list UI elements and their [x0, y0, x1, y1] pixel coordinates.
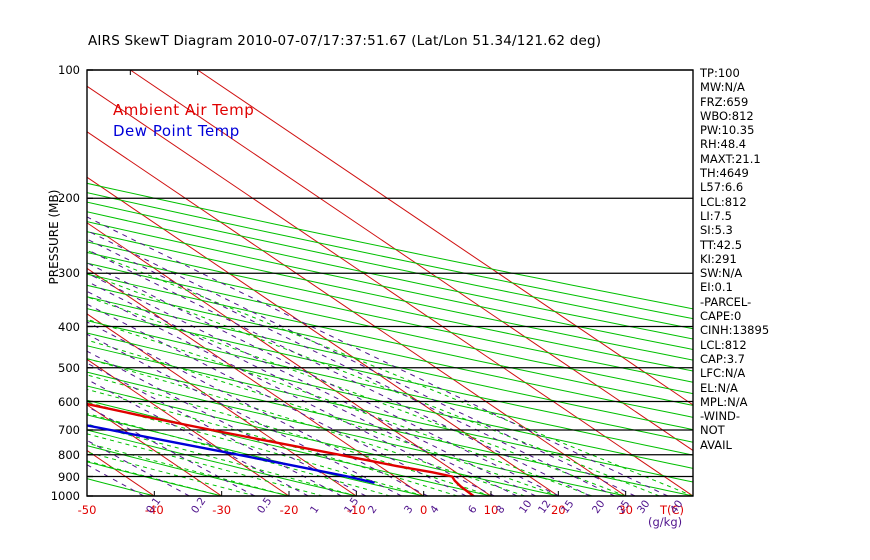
- profile-curves: [87, 402, 475, 496]
- bottom-temp-tick: 0: [420, 503, 428, 517]
- stat-line: WBO:812: [700, 108, 754, 123]
- mixing-ratio-lines: [87, 216, 669, 496]
- bottom-temp-tick: -40: [144, 503, 164, 517]
- pressure-tick: 100: [58, 63, 80, 77]
- stat-line: KI:291: [700, 251, 737, 266]
- stat-line: LCL:812: [700, 337, 747, 352]
- stat-line: MPL:N/A: [700, 394, 748, 409]
- moist-adiabat-lines: [87, 249, 693, 496]
- stat-line: CINH:13895: [700, 323, 770, 338]
- stat-line: TH:4649: [700, 166, 749, 181]
- stat-line: LI:7.5: [700, 208, 732, 223]
- stat-line: TP:100: [700, 66, 740, 80]
- pressure-tick: 800: [58, 447, 80, 462]
- stat-line: FRZ:659: [700, 94, 749, 109]
- bottom-temp-tick: -10: [346, 503, 366, 517]
- pressure-tick: 500: [58, 360, 80, 375]
- profile-temperature: [87, 402, 475, 496]
- legend-ambient-air-temp: Ambient Air Temp: [113, 101, 255, 119]
- pressure-tick: 600: [58, 394, 80, 409]
- bottom-temp-tick: -30: [212, 503, 232, 517]
- stat-line: PW:10.35: [700, 123, 755, 138]
- axis-ticks: [87, 69, 627, 497]
- stat-line: -PARCEL-: [700, 294, 752, 309]
- stat-line: -WIND-: [700, 409, 741, 424]
- pressure-tick: 400: [58, 319, 80, 334]
- stat-line: TT:42.5: [700, 237, 743, 252]
- bottom-temp-tick: 30: [618, 503, 634, 517]
- stat-line: AVAIL: [700, 437, 732, 452]
- pressure-tick: 700: [58, 423, 80, 437]
- pressure-tick: 1000: [50, 489, 80, 503]
- pressure-tick: 900: [58, 469, 80, 484]
- pressure-tick: 300: [58, 266, 80, 281]
- stat-line: MAXT:21.1: [700, 151, 761, 166]
- bottom-temp-tick: -50: [77, 503, 97, 517]
- stat-line: LCL:812: [700, 194, 747, 209]
- plot-frame: [86, 69, 694, 497]
- mixing-ratio-unit-label: (g/kg): [648, 515, 683, 529]
- bottom-temp-tick: 20: [550, 503, 566, 517]
- temperature-unit-label: T(C): [660, 503, 685, 517]
- bottom-temp-tick: 10: [483, 503, 499, 517]
- legend-dew-point-temp: Dew Point Temp: [113, 122, 240, 140]
- stat-line: LFC:N/A: [700, 366, 746, 381]
- stat-line: SI:5.3: [700, 223, 733, 238]
- stat-line: NOT: [700, 423, 725, 438]
- stat-line: RH:48.4: [700, 137, 747, 152]
- page-title: AIRS SkewT Diagram 2010-07-07/17:37:51.6…: [88, 33, 602, 49]
- pressure-tick: 200: [58, 191, 80, 206]
- stat-line: MW:N/A: [700, 80, 745, 95]
- stat-line: EI:0.1: [700, 280, 733, 295]
- stat-line: SW:N/A: [700, 266, 743, 281]
- sounding-stats-panel: TP:100 MW:N/A FRZ:659 WBO:812 PW:10.35 RH:48.…: [700, 66, 860, 452]
- profile-dewpoint: [87, 424, 375, 484]
- stat-line: L57:6.6: [700, 180, 744, 195]
- bottom-temp-tick: -20: [279, 503, 299, 517]
- stat-line: CAPE:0: [700, 309, 742, 324]
- stat-line: EL:N/A: [700, 380, 738, 395]
- stat-line: CAP:3.7: [700, 351, 745, 366]
